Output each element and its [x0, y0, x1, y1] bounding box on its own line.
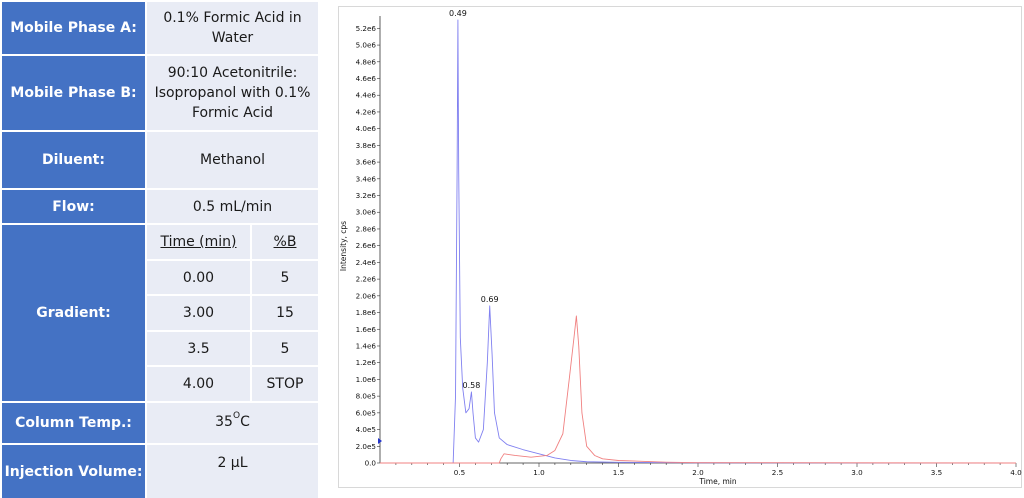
mobile-phase-b-label: Mobile Phase B: — [0, 54, 147, 132]
gradient-b-cell: 5 — [250, 330, 320, 367]
y-tick-label: 1.8e6 — [356, 308, 377, 317]
y-tick-label: 5.2e6 — [356, 24, 377, 33]
injection-volume-label: Injection Volume: — [0, 443, 147, 498]
y-tick-label: 6.0e5 — [356, 408, 376, 417]
gradient-time-cell: 4.00 — [145, 365, 252, 403]
chart-frame — [338, 6, 1022, 488]
y-tick-label: 5.0e6 — [356, 41, 377, 50]
y-axis-title: Intensity, cps — [339, 221, 348, 271]
y-tick-label: 4.0e6 — [356, 124, 377, 133]
x-tick-label: 1.5 — [613, 468, 624, 477]
mobile-phase-a-value: 0.1% Formic Acid in Water — [145, 0, 320, 56]
mobile-phase-a-label: Mobile Phase A: — [0, 0, 147, 56]
y-tick-label: 8.0e5 — [356, 392, 376, 401]
method-table: Mobile Phase A: 0.1% Formic Acid in Wate… — [0, 0, 320, 498]
y-tick-label: 1.4e6 — [356, 341, 377, 350]
mobile-phase-b-value: 90:10 Acetonitrile: Isopropanol with 0.1… — [145, 54, 320, 132]
y-tick-label: 0.0 — [365, 459, 377, 468]
gradient-b-cell: 15 — [250, 294, 320, 332]
y-tick-label: 2.2e6 — [356, 275, 377, 284]
y-tick-label: 4.0e5 — [356, 425, 376, 434]
injection-volume-value: 2 µL — [145, 443, 320, 498]
gradient-time-cell: 0.00 — [145, 259, 252, 296]
y-tick-label: 1.6e6 — [356, 325, 377, 334]
flow-label: Flow: — [0, 188, 147, 225]
y-tick-label: 2.0e6 — [356, 291, 377, 300]
y-tick-label: 1.2e6 — [356, 358, 377, 367]
diluent-label: Diluent: — [0, 130, 147, 190]
y-tick-label: 4.8e6 — [356, 57, 377, 66]
y-tick-label: 4.2e6 — [356, 107, 377, 116]
gradient-label: Gradient: — [0, 223, 147, 403]
series-line — [380, 315, 1017, 464]
axis-marker-icon — [378, 438, 382, 444]
y-tick-label: 4.6e6 — [356, 74, 377, 83]
y-tick-label: 2.0e5 — [356, 442, 376, 451]
y-tick-label: 2.6e6 — [356, 241, 377, 250]
x-tick-label: 1.0 — [533, 468, 545, 477]
y-tick-label: 3.0e6 — [356, 208, 377, 217]
gradient-b-cell: 5 — [250, 259, 320, 296]
x-tick-label: 0.5 — [454, 468, 465, 477]
x-tick-label: 4.0 — [1010, 468, 1022, 477]
peak-label: 0.49 — [449, 9, 467, 18]
gradient-header-b: %B — [250, 223, 320, 261]
y-tick-label: 1.0e6 — [356, 375, 377, 384]
y-tick-label: 2.8e6 — [356, 224, 377, 233]
x-tick-label: 2.5 — [772, 468, 783, 477]
gradient-time-cell: 3.5 — [145, 330, 252, 367]
peak-label: 0.69 — [481, 295, 499, 304]
column-temp-label: Column Temp.: — [0, 401, 147, 445]
series-line — [380, 19, 1017, 464]
y-tick-label: 2.4e6 — [356, 258, 377, 267]
gradient-time-cell: 3.00 — [145, 294, 252, 332]
y-tick-label: 4.4e6 — [356, 91, 377, 100]
peak-label: 0.58 — [463, 381, 481, 390]
column-temp-value: 35OC — [145, 401, 320, 445]
x-axis-title: Time, min — [698, 477, 737, 486]
y-tick-label: 3.4e6 — [356, 174, 377, 183]
column-temp-unit: C — [240, 414, 250, 430]
flow-value: 0.5 mL/min — [145, 188, 320, 225]
x-tick-label: 2.0 — [692, 468, 704, 477]
degree-symbol: O — [232, 411, 241, 421]
gradient-header-time: Time (min) — [145, 223, 252, 261]
y-tick-label: 3.6e6 — [356, 158, 377, 167]
y-tick-label: 3.8e6 — [356, 141, 377, 150]
y-tick-label: 3.2e6 — [356, 191, 377, 200]
gradient-b-cell: STOP — [250, 365, 320, 403]
x-tick-label: 3.5 — [931, 468, 942, 477]
chromatogram-chart: 0.0 2.0e5 4.0e5 6.0e5 8.0e5 1.0e6 1.2e6 1.4e6 1.… — [338, 6, 1022, 488]
x-tick-label: 3.0 — [851, 468, 863, 477]
column-temp-number: 35 — [215, 414, 233, 430]
diluent-value: Methanol — [145, 130, 320, 190]
